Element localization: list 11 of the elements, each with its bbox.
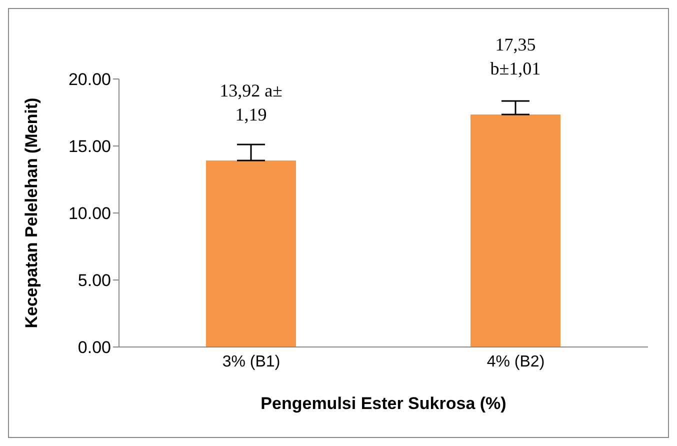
y-tick-label: 5.00 [78, 271, 111, 290]
data-label: 17,35 b±1,01 [490, 34, 541, 79]
y-tick-label: 15.00 [68, 137, 111, 156]
x-tick-label: 4% (B2) [486, 353, 545, 370]
y-tick-label: 10.00 [68, 204, 111, 224]
x-tick-label: 3% (B1) [222, 353, 280, 370]
data-label: 13,92 a± 1,19 [220, 80, 283, 124]
y-tick-label: 20.00 [68, 70, 111, 90]
y-tick-label: 0.00 [78, 338, 111, 358]
x-axis-title: Pengemulsi Ester Sukrosa (%) [260, 394, 506, 413]
y-axis-title: Kecepatan Pelelehan (Menit) [22, 98, 42, 328]
